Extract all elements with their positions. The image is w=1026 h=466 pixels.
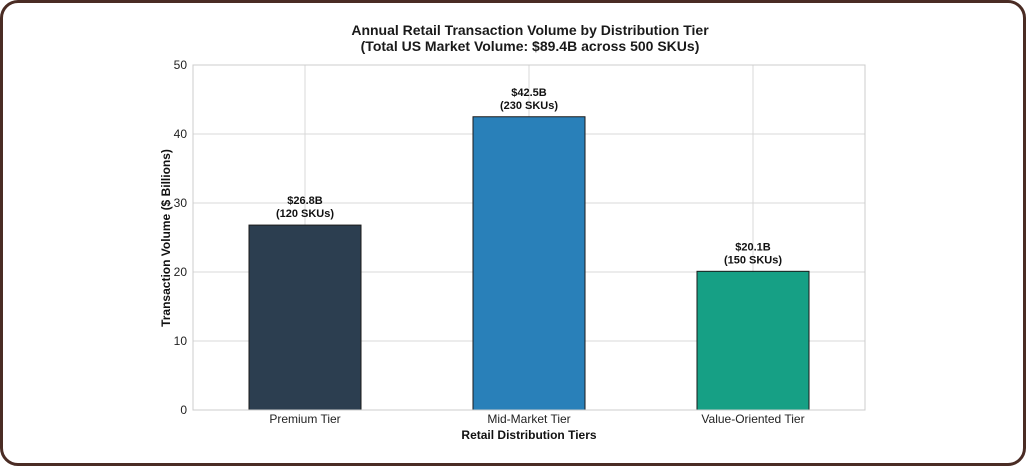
x-tick-label: Mid-Market Tier [487,412,570,426]
chart-subtitle: (Total US Market Volume: $89.4B across 5… [361,38,700,54]
x-tick-label: Value-Oriented Tier [701,412,804,426]
data-label-skus: (120 SKUs) [276,208,334,220]
x-axis-title: Retail Distribution Tiers [461,428,596,442]
data-label-skus: (230 SKUs) [500,100,558,112]
bar-value-oriented-tier [696,270,810,411]
plot-border [192,64,866,411]
y-axis-title: Transaction Volume ($ Billions) [159,149,173,327]
bar-premium-tier [248,224,362,411]
data-label-value: $20.1B [735,241,771,253]
y-tick-label: 20 [174,265,188,279]
axes: 0 10 20 30 40 50 Premium Tier Mid-Market Tier Va… [174,58,866,426]
chart-title: Annual Retail Transaction Volume by Dist… [351,22,709,38]
y-tick-label: 50 [174,58,188,72]
data-label-skus: (150 SKUs) [724,254,782,266]
data-label-value: $42.5B [511,87,547,99]
y-tick-label: 40 [174,127,188,141]
data-labels: $26.8B(120 SKUs) $42.5B(230 SKUs) $20.1B(1… [276,87,782,267]
y-tick-label: 30 [174,196,188,210]
bars [248,116,810,411]
y-tick-label: 0 [180,403,187,417]
data-label-value: $26.8B [287,195,323,207]
y-tick-label: 10 [174,334,188,348]
x-tick-label: Premium Tier [269,412,340,426]
bar-mid-market-tier [472,116,586,411]
